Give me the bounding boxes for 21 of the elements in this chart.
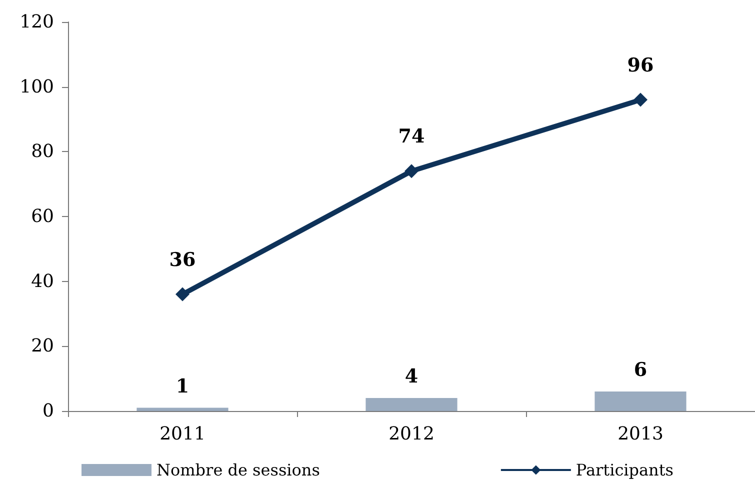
y-tick-label: 40 [31, 270, 54, 292]
legend-label: Participants [576, 460, 674, 480]
point [634, 92, 648, 107]
y-tick-label: 120 [20, 12, 54, 32]
data-label: 4 [404, 366, 418, 388]
x-tick-label: 2013 [618, 424, 664, 444]
y-tick-label: 20 [31, 336, 54, 357]
data-label: 36 [169, 248, 196, 271]
x-tick-label: 2011 [160, 424, 206, 444]
data-label: 74 [398, 126, 425, 148]
y-tick-label: 80 [31, 141, 54, 162]
x-tick-label: 2012 [388, 424, 434, 444]
point [404, 164, 418, 178]
y-tick-label: 0 [42, 400, 54, 422]
data-label: 96 [627, 54, 654, 76]
legend-label: Nombre de sessions [156, 460, 320, 480]
data-label: 6 [634, 359, 648, 382]
point [176, 287, 190, 302]
data-label: 1 [176, 375, 190, 398]
y-tick-label: 100 [20, 76, 54, 98]
y-tick-label: 60 [31, 206, 54, 227]
